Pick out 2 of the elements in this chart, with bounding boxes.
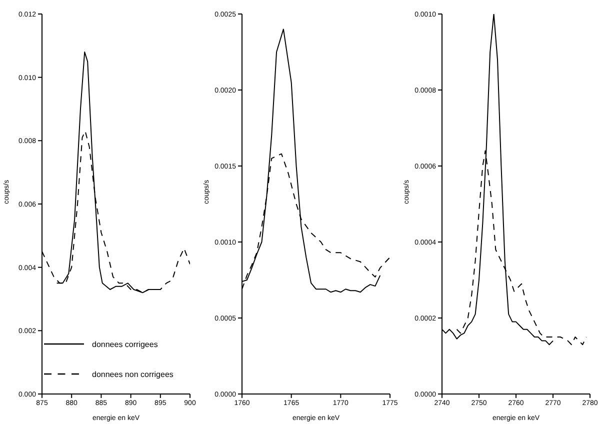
legend-label: donnees corrigees	[92, 340, 158, 348]
legend-label: donnees non corrigees	[92, 370, 174, 378]
